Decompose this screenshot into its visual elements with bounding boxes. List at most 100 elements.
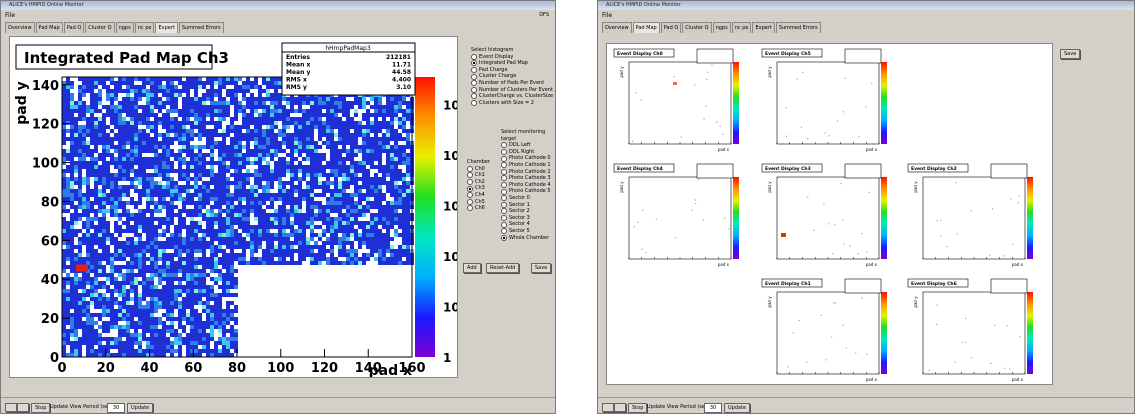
radio-dot[interactable] bbox=[467, 198, 473, 205]
radio[interactable]: Cluster Charge bbox=[471, 73, 553, 80]
radio[interactable]: Sector 0 bbox=[501, 195, 555, 202]
radio[interactable]: Photo Cathode 4 bbox=[501, 182, 555, 189]
menu-file[interactable]: File bbox=[5, 12, 16, 19]
menu-file[interactable]: File bbox=[602, 12, 613, 19]
nav-button[interactable] bbox=[17, 403, 29, 412]
radio-dot[interactable] bbox=[467, 205, 473, 212]
tab[interactable]: Pad Q bbox=[63, 22, 85, 33]
tab[interactable]: Overview bbox=[5, 22, 35, 33]
radio[interactable]: Ch0 bbox=[467, 166, 490, 173]
radio-dot[interactable] bbox=[467, 165, 473, 172]
radio[interactable]: Ch2 bbox=[467, 179, 490, 186]
tab[interactable]: Pad Q bbox=[660, 22, 682, 33]
nav-button[interactable] bbox=[614, 403, 626, 412]
button[interactable]: Save bbox=[531, 263, 552, 273]
radio[interactable]: DDL Right bbox=[501, 149, 555, 156]
radio[interactable]: Ch4 bbox=[467, 192, 490, 199]
hit bbox=[641, 248, 643, 250]
radio-dot[interactable] bbox=[471, 53, 477, 60]
radio[interactable]: Whole Chamber bbox=[501, 235, 555, 242]
radio-dot[interactable] bbox=[501, 175, 507, 182]
radio[interactable]: Sector 2 bbox=[501, 208, 555, 215]
heat-cell bbox=[298, 245, 302, 249]
menu-right[interactable]: DFS bbox=[539, 12, 549, 18]
radio[interactable]: Pad Charge bbox=[471, 67, 553, 74]
radio-dot[interactable] bbox=[471, 80, 477, 87]
tab[interactable]: Summed Errors bbox=[775, 22, 821, 33]
radio-dot[interactable] bbox=[501, 182, 507, 189]
radio-dot[interactable] bbox=[467, 185, 473, 192]
tab[interactable]: Expert bbox=[752, 22, 775, 33]
nav-button[interactable] bbox=[5, 403, 17, 412]
heat-cell bbox=[338, 105, 342, 109]
radio-dot[interactable] bbox=[501, 208, 507, 215]
radio-dot[interactable] bbox=[501, 188, 507, 195]
radio-dot[interactable] bbox=[467, 172, 473, 179]
radio-dot[interactable] bbox=[501, 234, 507, 241]
radio-dot[interactable] bbox=[501, 228, 507, 235]
heat-cell bbox=[138, 281, 142, 285]
tab[interactable]: Pad Map bbox=[632, 22, 660, 33]
period-input[interactable]: 30 bbox=[107, 403, 125, 413]
radio-dot[interactable] bbox=[501, 195, 507, 202]
radio[interactable]: Sector 3 bbox=[501, 215, 555, 222]
save-button[interactable]: Save bbox=[1060, 49, 1081, 59]
radio[interactable]: Sector 1 bbox=[501, 202, 555, 209]
tab[interactable]: Cluster Q bbox=[85, 22, 115, 33]
radio[interactable]: Event Display bbox=[471, 54, 553, 61]
tab[interactable]: Overview bbox=[602, 22, 632, 33]
radio[interactable]: ClusterCharge vs. ClusterSize bbox=[471, 93, 553, 100]
radio[interactable]: Sector 5 bbox=[501, 228, 555, 235]
radio-dot[interactable] bbox=[471, 86, 477, 93]
radio[interactable]: DDL Left bbox=[501, 142, 555, 149]
update-button[interactable]: Update bbox=[127, 403, 154, 413]
radio-dot[interactable] bbox=[467, 192, 473, 199]
radio-dot[interactable] bbox=[501, 155, 507, 162]
radio[interactable]: Ch1 bbox=[467, 172, 490, 179]
heat-cell bbox=[326, 185, 330, 189]
nav-button[interactable] bbox=[602, 403, 614, 412]
radio[interactable]: Photo Cathode 3 bbox=[501, 175, 555, 182]
radio[interactable]: Ch6 bbox=[467, 205, 490, 212]
tab[interactable]: nc pe bbox=[731, 22, 752, 33]
radio-dot[interactable] bbox=[501, 149, 507, 156]
radio-dot[interactable] bbox=[471, 93, 477, 100]
radio[interactable]: Ch5 bbox=[467, 199, 490, 206]
stop-button[interactable]: Stop bbox=[628, 403, 648, 413]
radio-dot[interactable] bbox=[471, 60, 477, 67]
radio[interactable]: Number of Clusters Per Event bbox=[471, 87, 553, 94]
update-button[interactable]: Update bbox=[724, 403, 751, 413]
radio[interactable]: Clusters with Size = 2 bbox=[471, 100, 553, 107]
radio-dot[interactable] bbox=[501, 162, 507, 169]
radio-dot[interactable] bbox=[471, 67, 477, 74]
radio[interactable]: Photo Cathode 2 bbox=[501, 169, 555, 176]
heat-cell bbox=[354, 169, 358, 173]
radio[interactable]: Number of Pads Per Event bbox=[471, 80, 553, 87]
radio[interactable]: Integrated Pad Map bbox=[471, 60, 553, 67]
radio-dot[interactable] bbox=[471, 73, 477, 80]
stop-button[interactable]: Stop bbox=[31, 403, 51, 413]
radio[interactable]: Photo Cathode 1 bbox=[501, 162, 555, 169]
tab[interactable]: Expert bbox=[155, 22, 178, 33]
tab[interactable]: Summed Errors bbox=[178, 22, 224, 33]
radio[interactable]: Photo Cathode 0 bbox=[501, 155, 555, 162]
radio[interactable]: Ch3 bbox=[467, 185, 490, 192]
radio-dot[interactable] bbox=[501, 168, 507, 175]
tab[interactable]: ngps bbox=[115, 22, 134, 33]
period-input[interactable]: 30 bbox=[704, 403, 722, 413]
radio-dot[interactable] bbox=[501, 201, 507, 208]
tab[interactable]: nc pe bbox=[134, 22, 155, 33]
heat-cell bbox=[190, 153, 194, 157]
button[interactable]: Reset-Add bbox=[486, 263, 520, 273]
button[interactable]: Add bbox=[463, 263, 481, 273]
tab[interactable]: Cluster Q bbox=[682, 22, 712, 33]
radio[interactable]: Photo Cathode 5 bbox=[501, 188, 555, 195]
tab[interactable]: ngps bbox=[712, 22, 731, 33]
radio-dot[interactable] bbox=[501, 215, 507, 222]
tab[interactable]: Pad Map bbox=[35, 22, 63, 33]
radio-dot[interactable] bbox=[501, 142, 507, 149]
radio-dot[interactable] bbox=[467, 179, 473, 186]
radio-dot[interactable] bbox=[501, 221, 507, 228]
radio[interactable]: Sector 4 bbox=[501, 221, 555, 228]
radio-dot[interactable] bbox=[471, 100, 477, 107]
